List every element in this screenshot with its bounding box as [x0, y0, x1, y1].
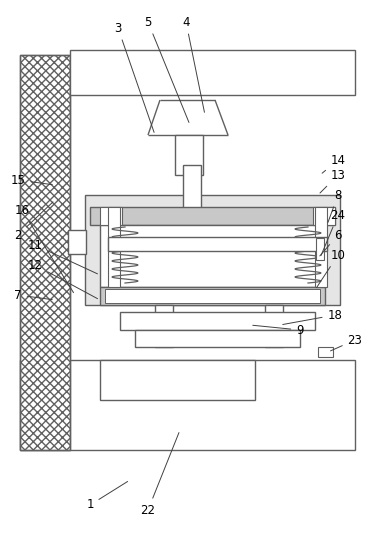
- Bar: [318, 347, 333, 357]
- Bar: [108, 237, 327, 251]
- Text: 4: 4: [182, 16, 204, 112]
- Polygon shape: [148, 100, 228, 135]
- Bar: [20, 360, 355, 450]
- Bar: [108, 207, 120, 287]
- Bar: [155, 305, 173, 347]
- Bar: [20, 55, 70, 450]
- Text: 2: 2: [14, 202, 53, 241]
- Bar: [120, 312, 315, 330]
- Text: 11: 11: [28, 239, 97, 274]
- Bar: [100, 360, 255, 400]
- Text: 1: 1: [86, 482, 128, 511]
- Text: 18: 18: [283, 309, 342, 325]
- Text: 24: 24: [321, 209, 345, 255]
- Text: 16: 16: [15, 203, 73, 293]
- Text: 14: 14: [322, 154, 345, 173]
- Bar: [313, 207, 335, 225]
- Text: 5: 5: [144, 16, 189, 123]
- Text: 23: 23: [330, 333, 363, 351]
- Bar: [315, 207, 327, 287]
- Bar: [175, 135, 203, 175]
- Bar: [100, 225, 325, 287]
- Text: 9: 9: [253, 324, 304, 337]
- Bar: [316, 238, 324, 260]
- Bar: [100, 287, 325, 305]
- Bar: [183, 165, 201, 220]
- Bar: [90, 207, 335, 225]
- Text: 12: 12: [28, 258, 98, 299]
- Bar: [20, 55, 70, 450]
- Bar: [100, 207, 122, 225]
- Bar: [68, 230, 86, 254]
- Text: 3: 3: [114, 21, 154, 132]
- Text: 13: 13: [320, 169, 345, 193]
- Bar: [105, 289, 320, 303]
- Text: 22: 22: [141, 433, 179, 516]
- Text: 6: 6: [320, 228, 342, 256]
- Text: 10: 10: [317, 248, 345, 288]
- Text: 7: 7: [14, 288, 52, 302]
- Bar: [85, 195, 340, 305]
- Text: 15: 15: [10, 173, 52, 187]
- Bar: [265, 305, 283, 347]
- Bar: [135, 330, 300, 347]
- Text: 8: 8: [328, 188, 342, 223]
- Bar: [70, 50, 355, 95]
